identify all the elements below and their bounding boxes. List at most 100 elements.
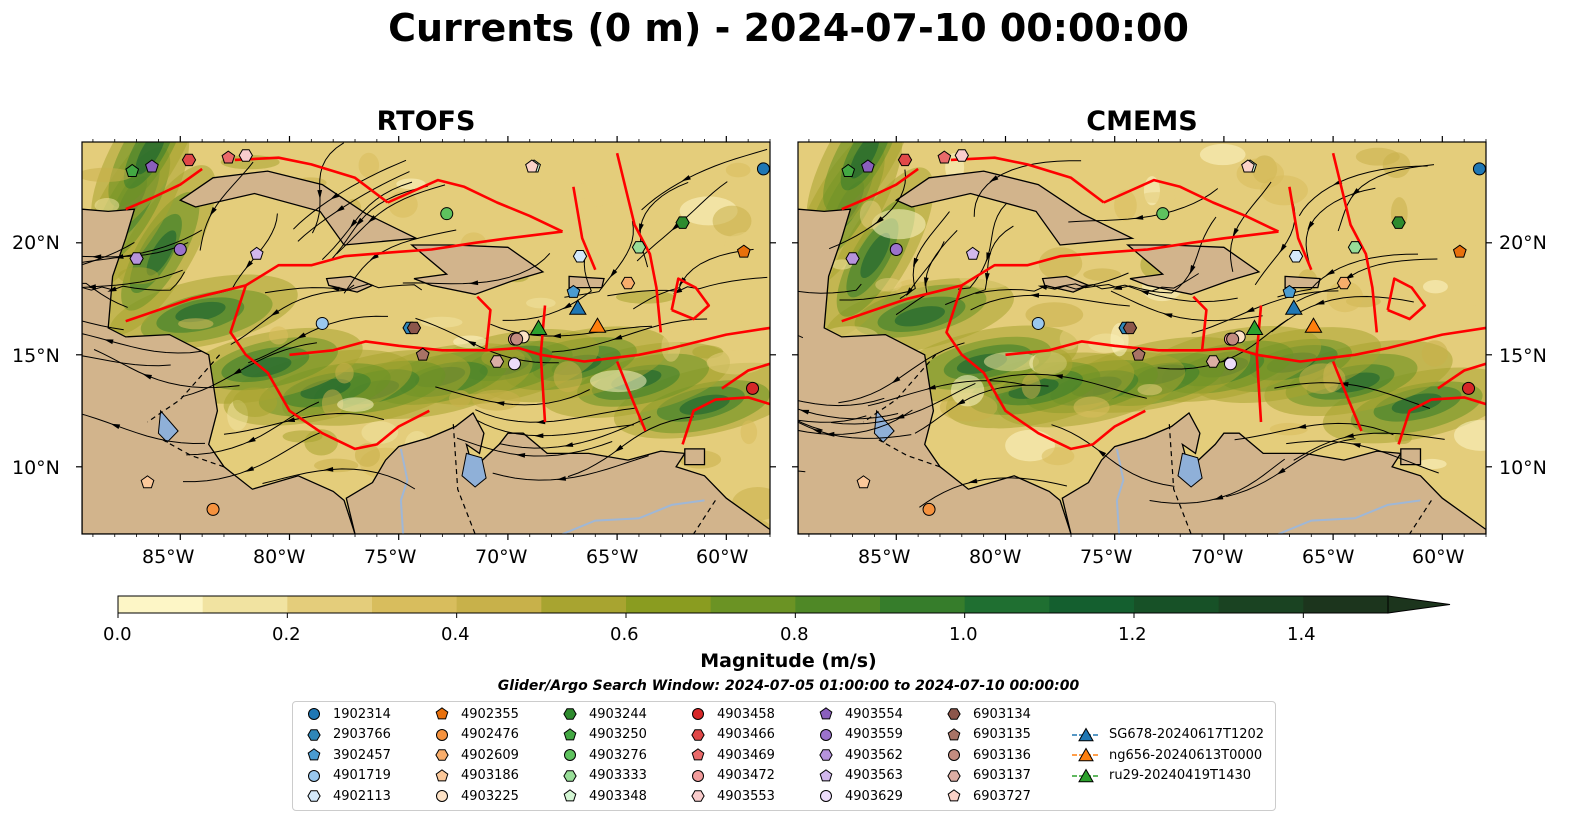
legend-label: 4903559: [845, 727, 903, 742]
streamline-arrow: [1189, 265, 1196, 275]
streamline-arrow: [468, 280, 479, 286]
legend-marker: [691, 748, 705, 761]
legend-item: 1902314: [303, 704, 391, 724]
streamline: [331, 185, 428, 260]
land: [684, 448, 706, 466]
legend-marker-shape: [692, 708, 704, 720]
legend-item: 4903348: [559, 786, 647, 806]
obs-marker-ru29-20240419T1430: [529, 319, 548, 335]
current-field-patch: [268, 326, 289, 345]
current-field-patch: [94, 198, 120, 213]
legend-marker-shape: [435, 749, 449, 761]
streamline: [1081, 284, 1238, 303]
current-field-patch: [894, 306, 945, 327]
legend-label: 4903472: [717, 768, 775, 783]
legend-item: 6903135: [943, 725, 1031, 745]
current-field-patch: [712, 205, 752, 237]
obs-marker-SG678-20240617T1202: [1284, 299, 1303, 315]
streamline-arrow: [1296, 424, 1307, 429]
obs-marker-4903563: [965, 246, 980, 260]
streamline-arrow: [330, 192, 340, 200]
current-field-patch: [135, 142, 166, 175]
obs-marker-6903137: [1205, 355, 1221, 368]
lon-label-70w-right: 70°W: [1191, 546, 1244, 568]
obs-marker-4902609: [620, 276, 636, 290]
current-field-patch: [175, 301, 226, 323]
streamline-arrow: [1307, 221, 1315, 230]
legend-label: 4903244: [589, 706, 647, 722]
land: [798, 208, 1072, 534]
current-field-patch: [950, 374, 985, 407]
legend-label: 4903333: [589, 768, 647, 783]
legend-marker-shape: [947, 769, 961, 782]
legend-label: 4903562: [845, 747, 903, 763]
eez-boundary: [615, 361, 647, 432]
streamline-arrow: [296, 332, 306, 339]
legend-marker: [308, 708, 320, 720]
legend-item: 4902113: [303, 786, 391, 806]
eez-boundary: [572, 186, 597, 271]
colorbar: [117, 595, 1451, 618]
obs-marker-4903250: [841, 163, 856, 177]
obs-marker-4903629: [1223, 357, 1237, 371]
current-field-patch: [361, 421, 399, 444]
river: [399, 448, 409, 534]
legend-marker: [436, 728, 448, 741]
streamline: [336, 184, 446, 255]
streamline: [1229, 181, 1272, 272]
legend-marker: [948, 749, 960, 761]
eez-boundary: [1437, 362, 1486, 390]
legend-item: 3902457: [303, 745, 391, 765]
land: [1061, 412, 1486, 534]
obs-marker-4903458: [1462, 381, 1476, 395]
legend-marker-shape: [947, 708, 961, 720]
legend-label: 4903554: [845, 706, 903, 722]
streamline-arrow: [335, 205, 345, 213]
legend-marker-shape: [691, 790, 705, 802]
streamline-arrow: [1232, 227, 1239, 238]
legend-label: 4903553: [717, 788, 775, 804]
map-panel-cmems: [786, 142, 1486, 534]
streamline: [1051, 424, 1175, 487]
streamline: [1149, 458, 1285, 504]
obs-marker-4903562: [845, 252, 860, 265]
colorbar-segment: [626, 596, 712, 613]
streamline-arrow: [875, 216, 884, 225]
lon-label-80w-left: 80°W: [253, 546, 306, 568]
streamline: [1157, 318, 1289, 370]
streamline-arrow: [466, 340, 477, 347]
obs-marker-4903244: [675, 216, 690, 229]
streamline-arrow: [142, 374, 152, 380]
streamline-arrow: [786, 398, 796, 403]
eez-boundary: [1397, 396, 1486, 445]
country-border: [162, 439, 225, 468]
obs-marker-4903554: [145, 159, 159, 173]
legend-item: 4903563: [815, 766, 903, 786]
streamline: [82, 242, 189, 258]
obs-marker-ru29-20240419T1430: [1245, 319, 1264, 335]
legend-marker: [819, 749, 833, 761]
obs-marker-4903276: [1156, 207, 1170, 221]
obs-marker-4902476: [206, 502, 220, 516]
legend-item: 4903554: [815, 704, 903, 724]
lon-label-85w-right: 85°W: [858, 546, 911, 568]
legend-label: 6903727: [973, 788, 1031, 804]
legend-marker: [819, 707, 833, 720]
current-field-patch: [1362, 229, 1394, 249]
streamline-arrow: [1112, 285, 1123, 290]
legend-marker: [820, 790, 832, 802]
legend-marker: [563, 769, 577, 782]
streamline: [499, 416, 651, 449]
legend-marker-shape: [819, 768, 833, 781]
streamline: [839, 241, 945, 301]
streamline: [958, 203, 1007, 290]
legend-marker: [564, 749, 576, 761]
streamline: [828, 169, 907, 250]
streamline: [1305, 187, 1376, 266]
obs-marker-3902457: [1282, 284, 1297, 298]
legend-label: 4902113: [333, 788, 391, 804]
colorbar-extend-arrow: [1387, 595, 1451, 614]
lon-label-60w-left: 60°W: [696, 546, 749, 568]
colorbar-segment: [710, 596, 796, 613]
legend-label: 4902355: [461, 706, 519, 722]
